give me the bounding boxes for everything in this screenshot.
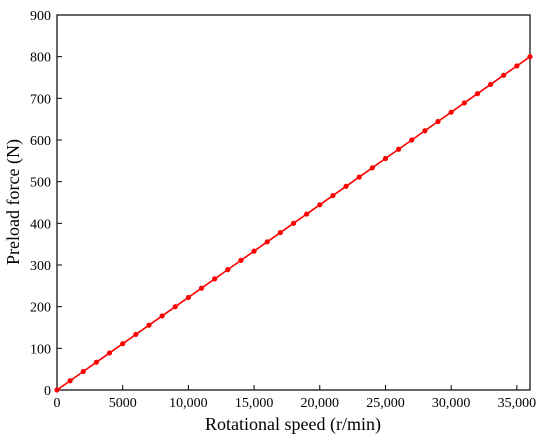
plot-frame (56, 14, 531, 391)
x-axis-ticks: 0 5000 10,000 15,000 20,000 25,000 30,000 35,00… (54, 385, 537, 411)
data-point (435, 118, 441, 125)
data-point (422, 128, 428, 134)
data-point (448, 109, 454, 115)
x-tick-label: 5000 (109, 396, 137, 411)
y-tick-label: 400 (30, 217, 51, 232)
y-tick-label: 700 (30, 92, 51, 107)
data-point (198, 285, 205, 291)
data-point (185, 294, 191, 301)
y-axis-title: Preload force (N) (3, 139, 24, 265)
data-point (212, 276, 218, 282)
data-point (461, 100, 467, 106)
data-point (54, 387, 60, 393)
data-point (487, 81, 494, 88)
y-tick-label: 100 (30, 342, 51, 357)
data-point (317, 202, 323, 208)
data-point (501, 72, 507, 78)
y-tick-label: 600 (30, 134, 51, 149)
data-point (356, 174, 362, 180)
data-point (527, 54, 533, 60)
data-point (514, 63, 520, 69)
x-tick-label: 15,000 (235, 396, 274, 411)
data-point (409, 137, 415, 143)
data-point (106, 350, 113, 356)
x-tick-label: 0 (54, 396, 61, 411)
y-tick-label: 900 (30, 9, 51, 24)
data-point (93, 359, 100, 365)
data-point (146, 322, 152, 328)
data-point (120, 341, 126, 347)
data-point (382, 155, 389, 162)
x-tick-label: 30,000 (432, 396, 471, 411)
data-point (474, 91, 481, 97)
series-layer (54, 54, 533, 393)
data-point (172, 304, 178, 310)
data-point (264, 239, 270, 245)
data-point (238, 257, 244, 263)
y-tick-label: 300 (30, 259, 51, 274)
data-point (330, 192, 336, 199)
data-point (133, 331, 139, 338)
data-point (396, 146, 402, 152)
data-point (369, 165, 375, 171)
y-tick-label: 200 (30, 301, 51, 316)
data-point (304, 211, 310, 217)
y-axis-ticks: 0 100 200 300 400 500 600 700 800 900 (30, 9, 62, 399)
x-tick-label: 20,000 (301, 396, 340, 411)
y-tick-label: 800 (30, 51, 51, 66)
x-axis-title: Rotational speed (r/min) (205, 414, 381, 435)
x-tick-label: 25,000 (366, 396, 405, 411)
y-tick-label: 0 (44, 384, 51, 399)
data-point (159, 313, 165, 319)
data-point (251, 248, 257, 254)
data-point (290, 220, 297, 226)
data-point (343, 183, 349, 189)
x-tick-label: 10,000 (169, 396, 208, 411)
data-point (225, 267, 231, 273)
data-point (277, 229, 283, 236)
data-point (67, 378, 73, 384)
y-tick-label: 500 (30, 176, 51, 191)
x-tick-label: 35,000 (498, 396, 537, 411)
data-point (80, 368, 86, 375)
